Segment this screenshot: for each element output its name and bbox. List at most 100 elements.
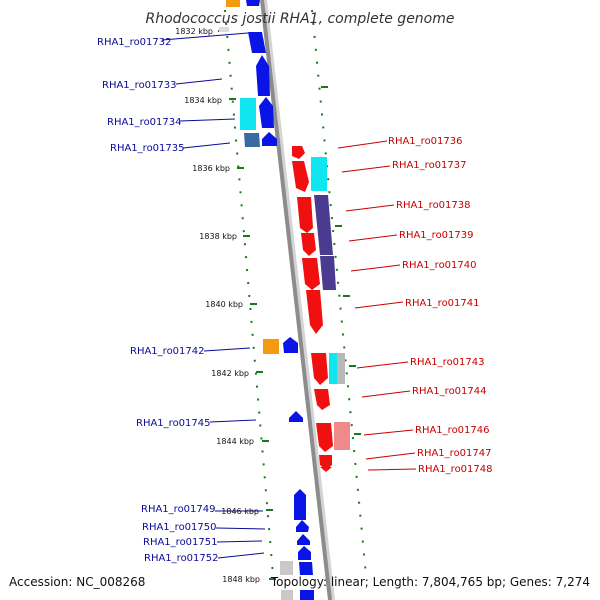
gene-feature-blue-up[interactable] [298,546,311,560]
gene-feature-grey[interactable] [219,27,229,32]
topology-text: Topology: linear; Length: 7,804,765 bp; … [270,575,590,589]
gene-feature-red[interactable] [292,146,305,159]
gene-feature-pink[interactable] [334,422,350,450]
gene-feature-red[interactable] [292,161,309,192]
connector-line [209,419,257,423]
gene-label[interactable]: RHA1_ro01749 [141,504,216,515]
gene-feature-grey[interactable] [337,353,345,384]
gene-feature-grey[interactable] [280,561,293,575]
gene-feature-blue-up[interactable] [256,55,270,96]
map-title: Rhodococcus jostii RHA1, complete genome [145,11,454,27]
gene-label[interactable]: RHA1_ro01737 [392,160,467,171]
gene-feature-cyan[interactable] [329,353,338,384]
kbp-label: 1836 kbp [192,164,230,173]
gene-label[interactable]: RHA1_ro01736 [388,136,463,147]
kbp-label: 1842 kbp [211,369,249,378]
gene-label[interactable]: RHA1_ro01746 [415,425,490,436]
right-gene-labels: RHA1_ro01736 RHA1_ro01737 RHA1_ro01738 R… [388,136,493,475]
gene-feature-cyan[interactable] [240,98,256,130]
connector-line [175,78,223,85]
connector-line [365,452,416,460]
kbp-tick-marks [218,30,361,580]
gene-label[interactable]: RHA1_ro01743 [410,357,485,368]
gene-label[interactable]: RHA1_ro01734 [107,117,182,128]
gene-feature-red[interactable] [306,290,323,334]
connector-line [361,390,411,398]
gene-feature-blue-up[interactable] [297,534,310,545]
gene-label[interactable]: RHA1_ro01752 [144,553,219,564]
kbp-label: 1838 kbp [199,232,237,241]
gene-feature-orange[interactable] [263,339,279,354]
gene-feature-blue-up[interactable] [299,562,313,575]
gene-label[interactable]: RHA1_ro01735 [110,143,185,154]
connector-line [182,142,231,149]
connector-line [161,32,249,41]
gene-feature-blue-up[interactable] [294,489,306,520]
gene-feature-red[interactable] [316,423,333,452]
gene-feature-red[interactable] [320,467,332,472]
connector-line [217,552,265,559]
gene-label[interactable]: RHA1_ro01740 [402,260,477,271]
backbone [260,0,335,600]
connector-line [203,347,251,352]
gene-label[interactable]: RHA1_ro01744 [412,386,487,397]
gene-label[interactable]: RHA1_ro01747 [417,448,492,459]
gene-label[interactable]: RHA1_ro01739 [399,230,474,241]
gene-features [219,0,350,600]
gene-feature-red[interactable] [301,233,316,256]
left-gene-labels: RHA1_ro01732 RHA1_ro01733 RHA1_ro01734 R… [97,37,219,564]
gene-feature-red[interactable] [311,353,328,385]
gene-feature-blue-up[interactable] [289,411,303,422]
gene-label[interactable]: RHA1_ro01748 [418,464,493,475]
gene-label[interactable]: RHA1_ro01745 [136,418,211,429]
connector-line [367,468,417,471]
gene-label[interactable]: RHA1_ro01750 [142,522,217,533]
kbp-label: 1844 kbp [216,437,254,446]
gene-label[interactable]: RHA1_ro01732 [97,37,172,48]
gene-feature-blue-up[interactable] [283,337,298,353]
kbp-label: 1840 kbp [205,300,243,309]
gene-feature-cyan[interactable] [311,157,327,191]
gene-feature-blue-up[interactable] [246,0,260,6]
gene-label[interactable]: RHA1_ro01733 [102,80,177,91]
connector-line [348,234,398,242]
connector-line [350,264,401,272]
gene-feature-blue-up[interactable] [296,520,309,532]
connector-line [341,165,391,173]
gene-feature-red[interactable] [319,455,332,470]
connector-line [356,361,409,369]
gene-feature-steel[interactable] [244,133,260,147]
connector-line [354,301,404,309]
gene-feature-blue[interactable] [248,32,266,53]
gene-label[interactable]: RHA1_ro01738 [396,200,471,211]
gene-feature-red[interactable] [297,197,313,233]
gene-feature-blue-up[interactable] [262,132,277,146]
gene-feature-orange[interactable] [226,0,240,7]
gene-feature-purple[interactable] [320,256,336,290]
kbp-label: 1834 kbp [184,96,222,105]
gene-feature-red[interactable] [302,258,320,290]
connector-line [179,118,236,122]
gene-label[interactable]: RHA1_ro01741 [405,298,480,309]
gene-feature-blue-up[interactable] [259,97,274,128]
kbp-label: 1832 kbp [175,27,213,36]
connector-line [337,140,388,149]
kbp-label: 1846 kbp [221,507,259,516]
gene-label[interactable]: RHA1_ro01751 [143,537,218,548]
connector-line [345,204,395,212]
kbp-label: 1848 kbp [222,575,260,584]
connector-line [216,540,263,543]
gene-feature-grey[interactable] [281,590,293,600]
label-connectors [161,32,417,559]
connector-line [363,429,414,436]
gene-feature-purple[interactable] [314,195,333,255]
accession-text: Accession: NC_008268 [9,575,145,589]
kbp-labels: 1832 kbp 1834 kbp 1836 kbp 1838 kbp 1840… [175,27,260,584]
connector-line [215,527,266,530]
gene-feature-red[interactable] [314,389,330,410]
backbone-line [260,0,332,600]
gene-feature-blue[interactable] [300,590,314,600]
gene-label[interactable]: RHA1_ro01742 [130,346,205,357]
